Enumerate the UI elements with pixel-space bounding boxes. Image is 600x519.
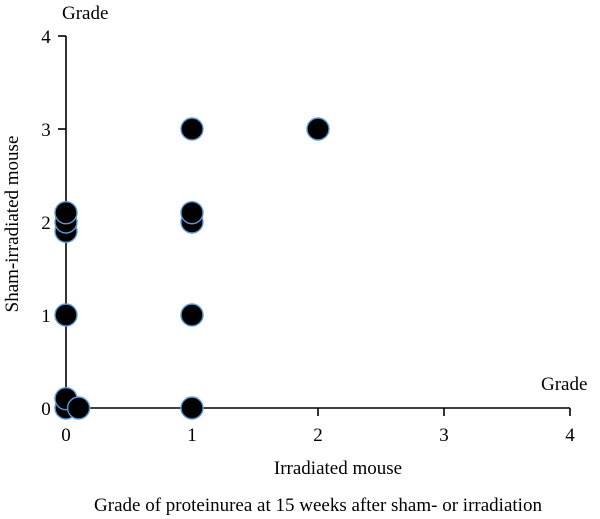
y-axis-label: Sham-irradiated mouse [2,136,23,313]
data-points [54,117,330,420]
data-point [180,396,204,420]
tick-labels: 0 1 2 3 4 0 1 2 3 4 [41,27,575,446]
data-point [54,200,78,225]
y-tick-label: 1 [41,306,51,327]
x-unit-label: Grade [541,374,587,395]
data-point [54,303,78,327]
x-tick-label: 3 [439,425,449,446]
x-tick-label: 4 [565,425,575,446]
chart-title: Grade of proteinurea at 15 weeks after s… [94,495,542,516]
data-point [180,303,204,327]
data-point [66,396,91,420]
x-axis-label: Irradiated mouse [274,458,402,479]
y-tick-label: 0 [41,399,51,420]
x-tick-label: 1 [187,425,197,446]
y-tick-label: 3 [41,120,51,141]
x-tick-label: 0 [61,425,71,446]
axes [65,36,570,409]
data-point [180,117,204,141]
y-unit-label: Grade [62,3,108,24]
y-tick-label: 4 [41,27,51,48]
x-tick-label: 2 [313,425,323,446]
data-point [306,117,330,141]
ticks [58,35,571,416]
y-tick-label: 2 [41,213,51,234]
data-point [180,200,204,225]
